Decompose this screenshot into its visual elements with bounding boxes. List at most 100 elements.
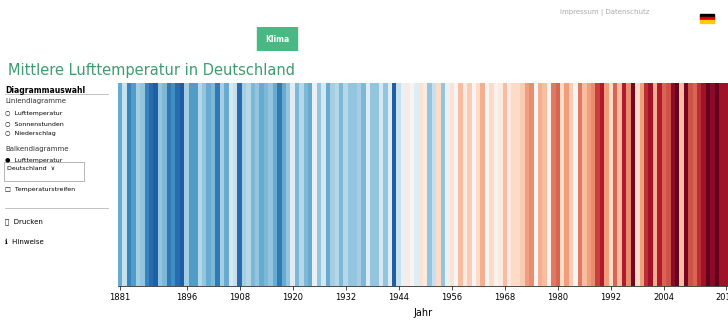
Bar xyxy=(640,83,644,286)
Bar xyxy=(339,83,344,286)
Bar xyxy=(719,83,724,286)
Bar xyxy=(273,83,277,286)
Text: ℹ  Hinweise: ℹ Hinweise xyxy=(5,238,44,244)
Bar xyxy=(122,83,127,286)
Bar xyxy=(264,83,269,286)
Bar xyxy=(331,83,335,286)
Bar xyxy=(118,83,122,286)
Bar xyxy=(711,83,715,286)
Bar xyxy=(361,83,365,286)
Bar xyxy=(534,83,538,286)
Bar xyxy=(724,83,728,286)
Text: Diagrammauswahl: Diagrammauswahl xyxy=(5,86,85,95)
Bar xyxy=(370,83,374,286)
Bar xyxy=(560,83,564,286)
Bar xyxy=(706,83,711,286)
Bar xyxy=(220,83,224,286)
Bar xyxy=(436,83,440,286)
Bar xyxy=(215,83,220,286)
Bar xyxy=(617,83,622,286)
Bar xyxy=(569,83,573,286)
Bar xyxy=(242,83,246,286)
Bar xyxy=(189,83,193,286)
Bar xyxy=(454,83,459,286)
Bar xyxy=(374,83,379,286)
Bar xyxy=(432,83,436,286)
Text: 🖨  Drucken: 🖨 Drucken xyxy=(5,218,43,224)
Bar xyxy=(135,83,140,286)
Bar xyxy=(401,83,405,286)
Bar xyxy=(229,83,233,286)
Bar xyxy=(127,83,131,286)
Bar xyxy=(383,83,387,286)
Bar xyxy=(700,20,714,23)
Text: Leistung: Leistung xyxy=(73,34,106,43)
Bar xyxy=(317,83,321,286)
Bar xyxy=(387,83,392,286)
Bar xyxy=(551,83,555,286)
Bar xyxy=(352,83,357,286)
Text: ENERGY CHARTS: ENERGY CHARTS xyxy=(8,8,105,18)
Bar xyxy=(688,83,692,286)
Bar xyxy=(692,83,697,286)
Bar xyxy=(357,83,361,286)
Bar xyxy=(662,83,666,286)
Bar xyxy=(702,83,706,286)
Bar xyxy=(419,83,423,286)
Bar xyxy=(489,83,494,286)
Bar xyxy=(379,83,383,286)
Bar xyxy=(344,83,348,286)
Bar xyxy=(257,27,297,51)
Bar xyxy=(467,83,472,286)
Bar xyxy=(335,83,339,286)
Bar xyxy=(697,83,702,286)
Bar xyxy=(277,83,282,286)
Bar xyxy=(547,83,551,286)
Bar xyxy=(684,83,688,286)
Text: Klima: Klima xyxy=(265,34,289,43)
Bar xyxy=(445,83,449,286)
Bar xyxy=(700,17,714,20)
Bar xyxy=(498,83,502,286)
Bar xyxy=(348,83,352,286)
Bar xyxy=(700,14,714,17)
Bar xyxy=(582,83,587,286)
Bar xyxy=(644,83,649,286)
Text: □  Temperaturstreifen: □ Temperaturstreifen xyxy=(5,187,75,192)
Bar xyxy=(4,162,84,181)
Text: Mittlere Lufttemperatur in Deutschland: Mittlere Lufttemperatur in Deutschland xyxy=(8,63,295,78)
Bar xyxy=(538,83,542,286)
Bar xyxy=(675,83,679,286)
Bar xyxy=(649,83,653,286)
Bar xyxy=(282,83,286,286)
Bar xyxy=(140,83,145,286)
Bar xyxy=(321,83,325,286)
Bar xyxy=(405,83,410,286)
Text: Balkendiagramme: Balkendiagramme xyxy=(5,146,68,152)
Bar xyxy=(459,83,463,286)
Text: Impressum | Datenschutz: Impressum | Datenschutz xyxy=(560,9,649,16)
Bar xyxy=(555,83,560,286)
Bar xyxy=(365,83,370,286)
Bar xyxy=(397,83,401,286)
Bar xyxy=(269,83,273,286)
Text: ○  Lufttemperatur: ○ Lufttemperatur xyxy=(5,111,63,116)
Bar xyxy=(440,83,445,286)
Bar xyxy=(259,83,264,286)
Bar xyxy=(295,83,299,286)
Bar xyxy=(224,83,229,286)
Bar xyxy=(604,83,609,286)
Bar xyxy=(573,83,578,286)
Bar xyxy=(162,83,167,286)
Bar xyxy=(715,83,719,286)
Bar xyxy=(635,83,640,286)
Bar xyxy=(626,83,630,286)
Bar xyxy=(237,83,242,286)
Bar xyxy=(175,83,180,286)
Bar xyxy=(587,83,591,286)
Text: Deutschland  ∨: Deutschland ∨ xyxy=(7,166,55,171)
Bar xyxy=(485,83,489,286)
Text: Liniendiagramme: Liniendiagramme xyxy=(5,98,66,104)
Bar xyxy=(197,83,202,286)
Bar xyxy=(149,83,154,286)
